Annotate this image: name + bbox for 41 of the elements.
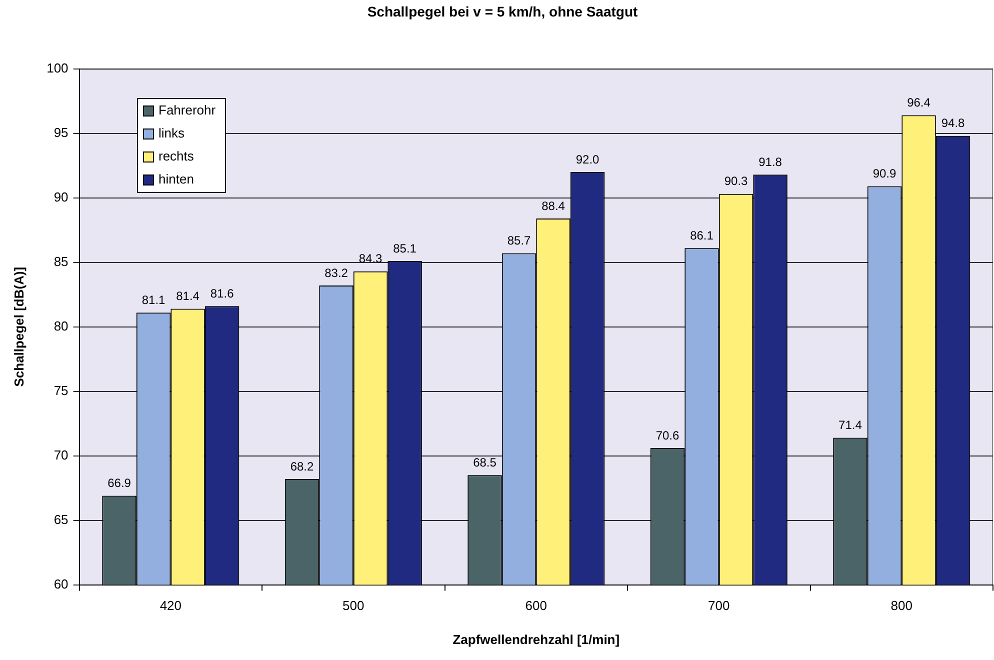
x-tick-label: 800 [890,598,912,614]
x-tick-label: 500 [342,598,364,614]
data-label: 81.4 [176,289,200,304]
data-label: 90.9 [872,166,896,181]
data-label: 81.1 [142,292,166,307]
data-label: 86.1 [690,228,714,242]
chart-title: Schallpegel bei v = 5 km/h, ohne Saatgut [367,3,638,20]
y-tick-label: 80 [54,318,68,334]
data-label: 92.0 [576,152,600,166]
x-axis-title: Zapfwellendrehzahl [1/min] [452,632,620,647]
legend-label: links [158,126,186,141]
legend-label: hinten [158,172,194,187]
y-tick-label: 75 [54,382,68,398]
data-label: 68.5 [473,455,497,470]
y-tick-label: 90 [54,189,68,204]
data-label: 71.4 [838,418,862,432]
data-label: 96.4 [907,96,931,110]
data-label: 85.7 [507,234,532,248]
data-label: 81.6 [210,286,234,300]
data-label: 90.3 [724,174,748,188]
legend-label: Fahrerohr [158,102,216,118]
data-label: 91.8 [758,154,782,169]
x-tick-label: 600 [525,598,547,614]
y-axis-title: Schallpegel [dB(A)] [11,266,26,387]
y-tick-label: 65 [54,512,68,527]
data-label: 68.2 [290,459,314,474]
x-tick-label: 420 [160,598,182,614]
legend-label: rechts [158,148,194,164]
data-label: 66.9 [108,476,132,490]
data-label: 84.3 [358,252,383,266]
y-tick-label: 95 [54,124,68,140]
y-tick-label: 85 [54,254,68,269]
x-tick-label: 700 [708,598,730,614]
data-label: 70.6 [656,428,680,442]
y-tick-label: 70 [54,447,68,462]
y-tick-label: 100 [46,60,68,76]
data-label: 88.4 [542,198,566,213]
y-tick-label: 60 [54,576,68,592]
data-label: 85.1 [393,241,417,256]
data-label: 94.8 [941,116,966,130]
data-label: 83.2 [324,266,348,280]
